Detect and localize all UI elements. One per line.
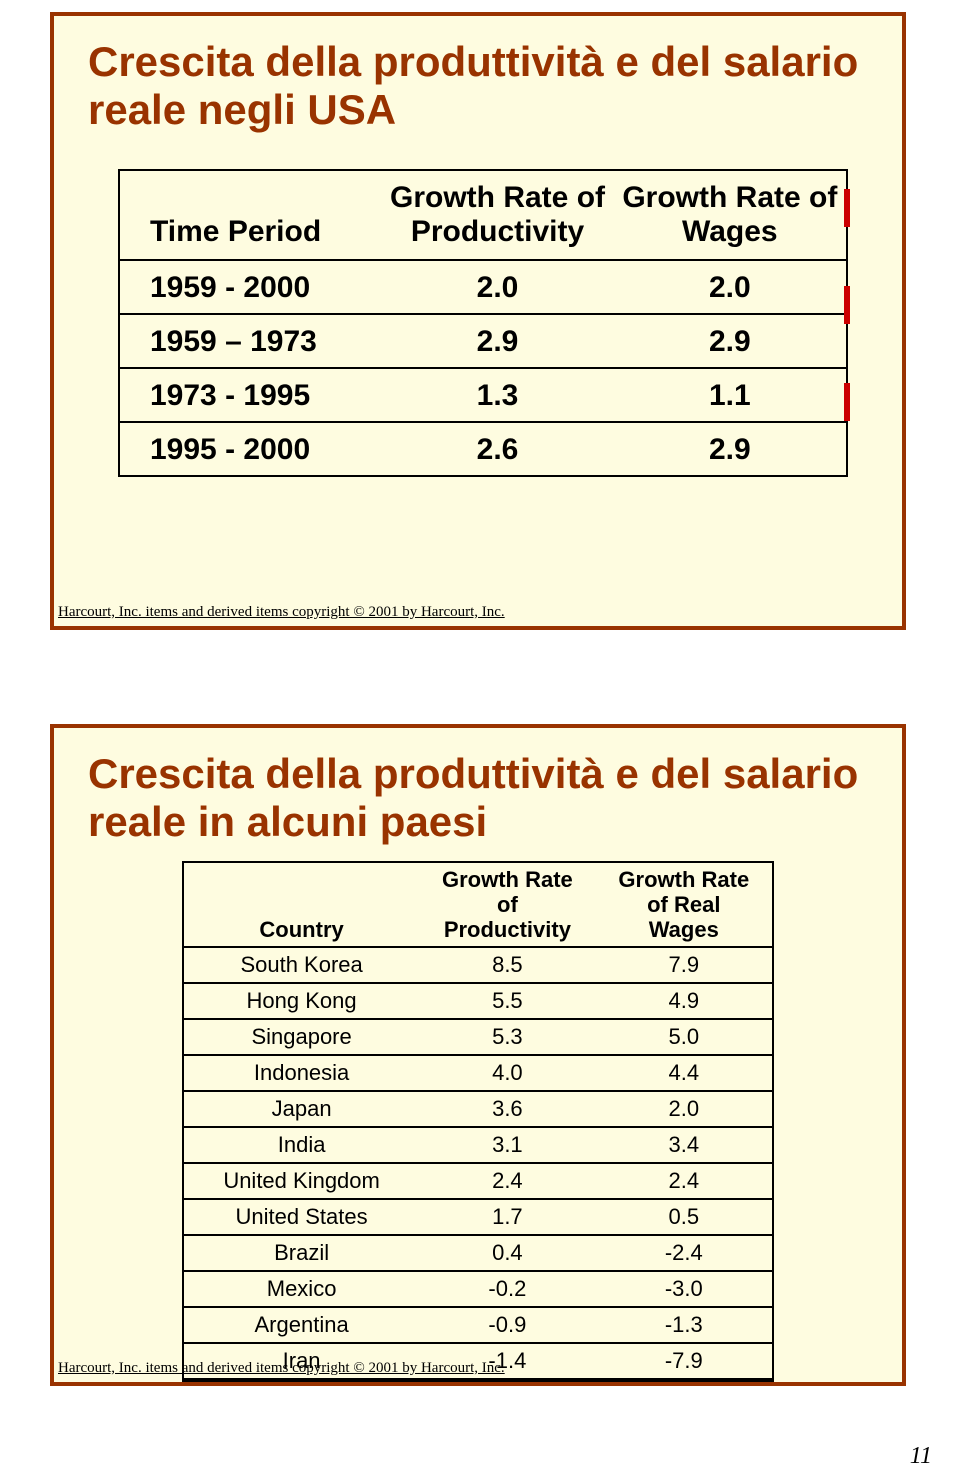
cell-period: 1959 – 1973 [120, 314, 381, 368]
slide-countries: Crescita della produttività e del salari… [50, 724, 906, 1386]
slide-usa: Crescita della produttività e del salari… [50, 12, 906, 630]
cell-wage: 2.0 [614, 260, 846, 314]
table-row: United States1.70.5 [184, 1199, 772, 1235]
cell-wage: 0.5 [596, 1199, 772, 1235]
cell-country: India [184, 1127, 419, 1163]
cell-wage: 2.9 [614, 422, 846, 476]
red-mark-icon [844, 189, 850, 227]
cell-wage: 7.9 [596, 947, 772, 983]
cell-country: Japan [184, 1091, 419, 1127]
table-row: 1995 - 2000 2.6 2.9 [120, 422, 846, 476]
cell-prod: -0.9 [419, 1307, 595, 1343]
cell-prod: 2.6 [381, 422, 613, 476]
col-header-productivity: Growth Rateof Productivity [419, 863, 595, 948]
cell-wage: 2.4 [596, 1163, 772, 1199]
red-mark-icon [844, 286, 850, 324]
cell-prod: -0.2 [419, 1271, 595, 1307]
table-row: India3.13.4 [184, 1127, 772, 1163]
table-row: Indonesia4.04.4 [184, 1055, 772, 1091]
table-row: Hong Kong5.54.9 [184, 983, 772, 1019]
table-row: 1973 - 1995 1.3 1.1 [120, 368, 846, 422]
cell-wage: 4.4 [596, 1055, 772, 1091]
cell-country: Hong Kong [184, 983, 419, 1019]
table-usa: Time Period Growth Rate ofProductivity G… [118, 169, 848, 477]
decorative-marks [844, 189, 850, 421]
table-row: Brazil0.4-2.4 [184, 1235, 772, 1271]
slide1-title: Crescita della produttività e del salari… [54, 16, 902, 141]
cell-wage: 5.0 [596, 1019, 772, 1055]
cell-wage: -2.4 [596, 1235, 772, 1271]
cell-country: South Korea [184, 947, 419, 983]
cell-period: 1995 - 2000 [120, 422, 381, 476]
col-header-wages: Growth Rate ofWages [614, 171, 846, 260]
cell-prod: 5.5 [419, 983, 595, 1019]
cell-wage: 4.9 [596, 983, 772, 1019]
cell-prod: 8.5 [419, 947, 595, 983]
cell-wage: -3.0 [596, 1271, 772, 1307]
copyright-footer: Harcourt, Inc. items and derived items c… [54, 1360, 902, 1382]
table-row: 1959 – 1973 2.9 2.9 [120, 314, 846, 368]
col-header-country: Country [184, 863, 419, 948]
table-countries: Country Growth Rateof Productivity Growt… [182, 861, 774, 1383]
col-header-period: Time Period [120, 171, 381, 260]
page-number: 11 [910, 1443, 932, 1470]
cell-country: Mexico [184, 1271, 419, 1307]
table-row: Mexico-0.2-3.0 [184, 1271, 772, 1307]
red-mark-icon [844, 383, 850, 421]
cell-prod: 2.4 [419, 1163, 595, 1199]
cell-prod: 1.7 [419, 1199, 595, 1235]
cell-country: United Kingdom [184, 1163, 419, 1199]
table-header-row: Time Period Growth Rate ofProductivity G… [120, 171, 846, 260]
cell-country: Singapore [184, 1019, 419, 1055]
col-header-real-wages: Growth Rateof RealWages [596, 863, 772, 948]
cell-prod: 5.3 [419, 1019, 595, 1055]
table-row: United Kingdom2.42.4 [184, 1163, 772, 1199]
table-row: Singapore5.35.0 [184, 1019, 772, 1055]
cell-country: Brazil [184, 1235, 419, 1271]
cell-prod: 0.4 [419, 1235, 595, 1271]
cell-wage: 2.0 [596, 1091, 772, 1127]
cell-period: 1959 - 2000 [120, 260, 381, 314]
cell-prod: 2.0 [381, 260, 613, 314]
table-row: Argentina-0.9-1.3 [184, 1307, 772, 1343]
table-row: Japan3.62.0 [184, 1091, 772, 1127]
cell-prod: 1.3 [381, 368, 613, 422]
cell-wage: 3.4 [596, 1127, 772, 1163]
table-row: 1959 - 2000 2.0 2.0 [120, 260, 846, 314]
cell-country: United States [184, 1199, 419, 1235]
cell-wage: -1.3 [596, 1307, 772, 1343]
cell-wage: 2.9 [614, 314, 846, 368]
cell-prod: 2.9 [381, 314, 613, 368]
slide2-title: Crescita della produttività e del salari… [54, 728, 902, 853]
cell-wage: 1.1 [614, 368, 846, 422]
cell-country: Indonesia [184, 1055, 419, 1091]
cell-period: 1973 - 1995 [120, 368, 381, 422]
cell-prod: 4.0 [419, 1055, 595, 1091]
table-row: South Korea8.57.9 [184, 947, 772, 983]
col-header-productivity: Growth Rate ofProductivity [381, 171, 613, 260]
cell-country: Argentina [184, 1307, 419, 1343]
table-header-row: Country Growth Rateof Productivity Growt… [184, 863, 772, 948]
cell-prod: 3.6 [419, 1091, 595, 1127]
cell-prod: 3.1 [419, 1127, 595, 1163]
copyright-footer: Harcourt, Inc. items and derived items c… [54, 604, 902, 626]
